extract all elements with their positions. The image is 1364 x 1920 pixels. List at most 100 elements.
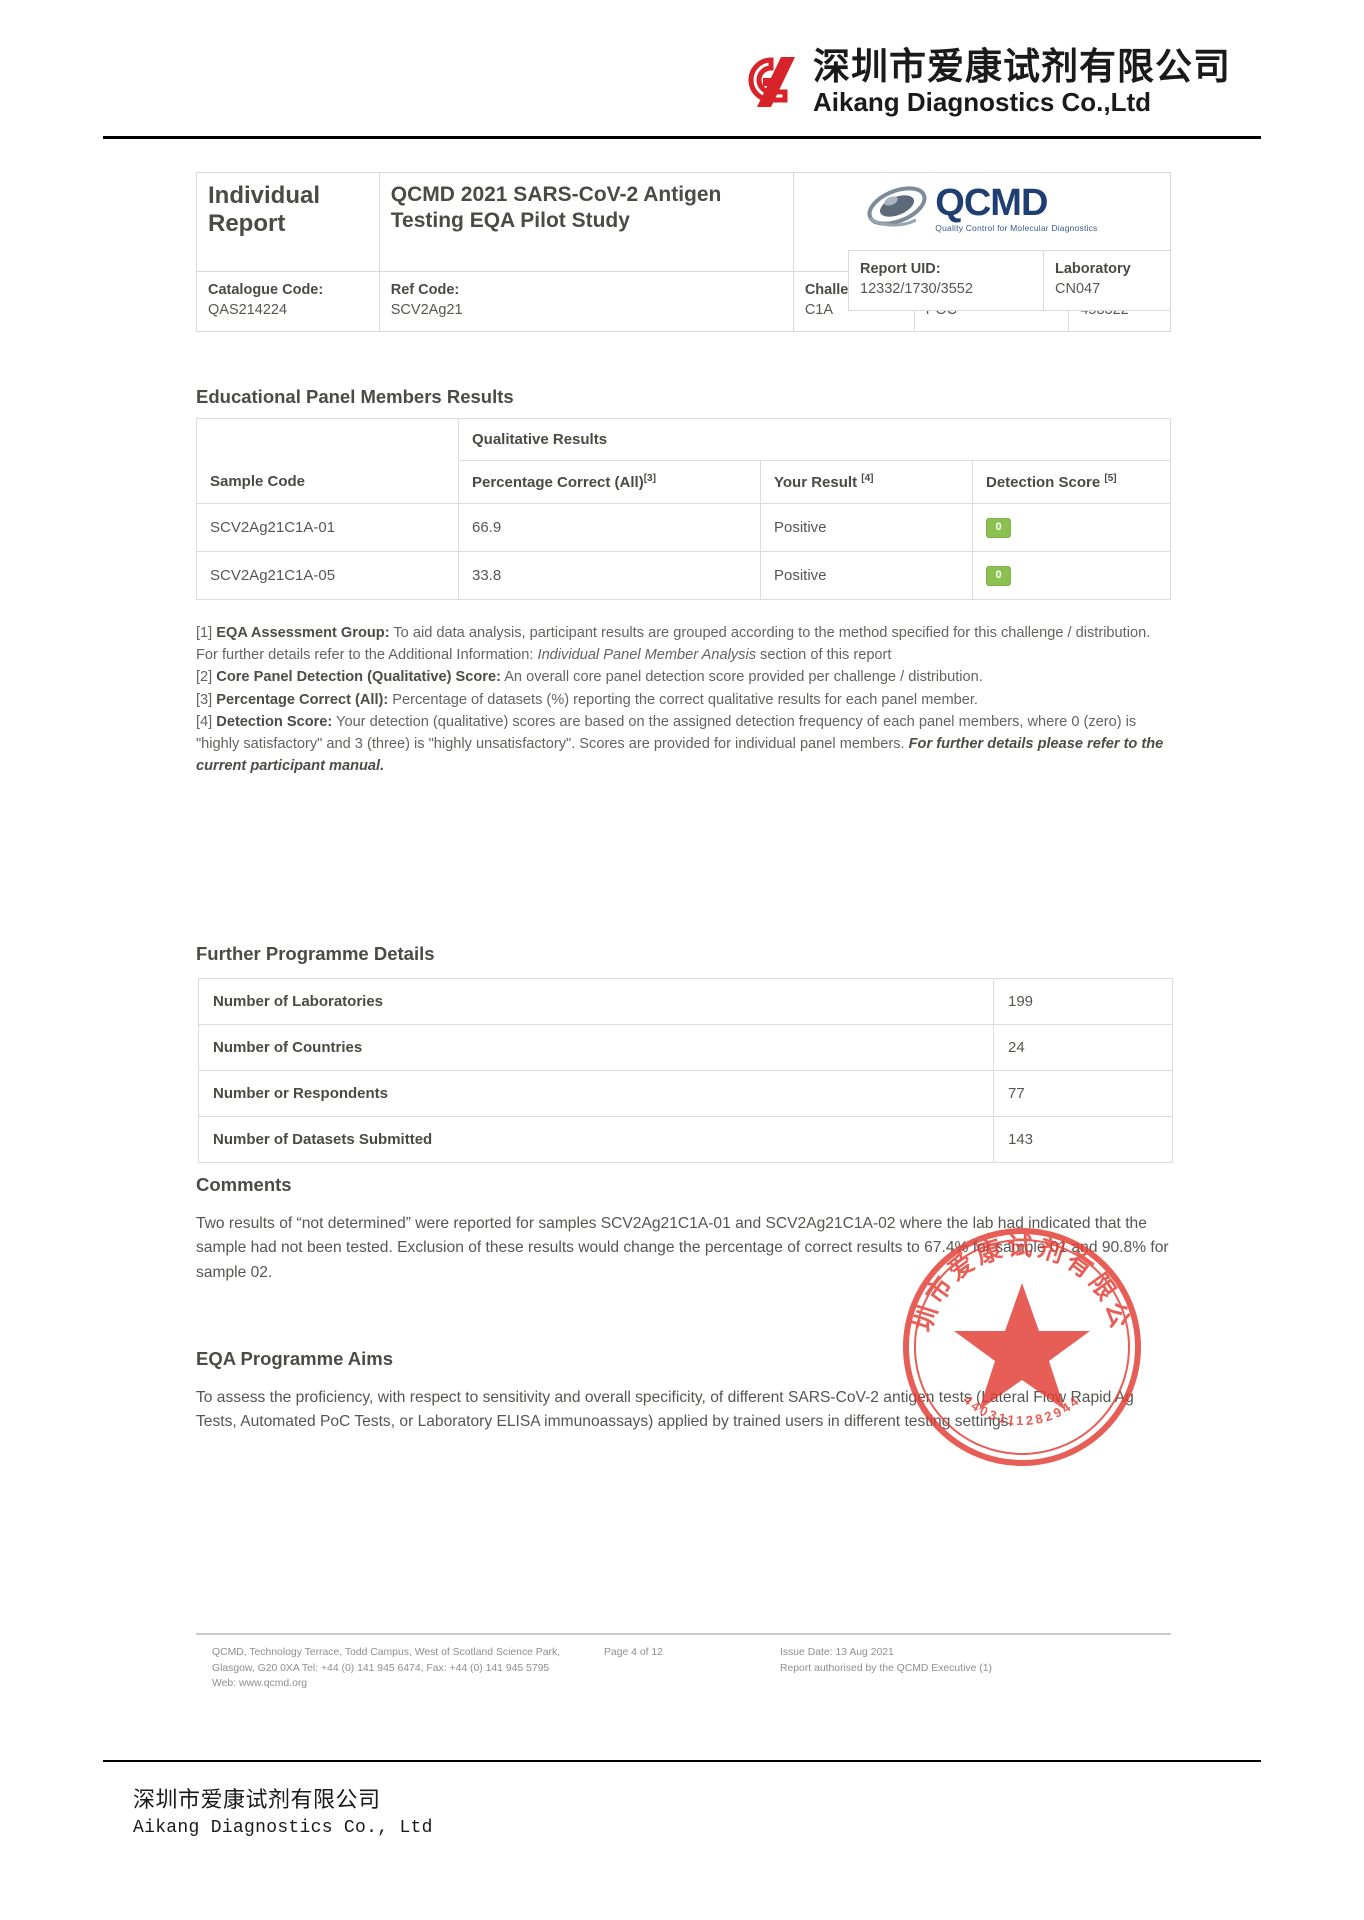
comments-heading: Comments xyxy=(196,1174,292,1195)
report-authorisation: Report authorised by the QCMD Executive … xyxy=(780,1662,992,1674)
report-header-table-overflow: Report UID: 12332/1730/3552 Laboratory C… xyxy=(848,249,1171,312)
footnote-title: Percentage Correct (All): xyxy=(216,691,389,708)
footer-divider xyxy=(103,1760,1261,1762)
meta-label: Catalogue Code: xyxy=(208,282,324,298)
footer-company-name-en: Aikang Diagnostics Co., Ltd xyxy=(133,1818,433,1838)
issue-date: Issue Date: 13 Aug 2021 xyxy=(780,1647,894,1658)
meta-cell-laboratory: Laboratory CN047 xyxy=(1043,249,1171,312)
table-row: Number of Laboratories 199 xyxy=(198,978,1173,1025)
cell-detail-value: 24 xyxy=(993,1024,1173,1071)
footnote-text: An overall core panel detection score pr… xyxy=(500,669,983,686)
footnote-text: To aid data analysis, participant result… xyxy=(196,625,1151,664)
column-header-your-result: Your Result [4] xyxy=(760,460,973,504)
programme-aims-body: To assess the proficiency, with respect … xyxy=(196,1389,1134,1431)
report-type-cell: Individual Report xyxy=(196,172,380,272)
panel-results-table: Qualitative Results Sample Code Percenta… xyxy=(196,418,1171,600)
footnote-title: Core Panel Detection (Qualitative) Score… xyxy=(216,669,501,686)
qcmd-tagline: Quality Control for Molecular Diagnostic… xyxy=(935,223,1098,234)
programme-details-heading: Further Programme Details xyxy=(196,943,435,964)
cell-detection-score: 0 xyxy=(972,551,1171,600)
empty-corner-cell xyxy=(196,418,459,461)
meta-label: Report UID: xyxy=(860,261,941,277)
footnote-4: [4] Detection Score: Your detection (qua… xyxy=(196,711,1174,778)
cell-sample-code: SCV2Ag21C1A-01 xyxy=(196,503,459,552)
study-title: QCMD 2021 SARS-CoV-2 Antigen Testing EQA… xyxy=(390,183,722,233)
cell-sample-code: SCV2Ag21C1A-05 xyxy=(196,551,459,600)
panel-results-heading: Educational Panel Members Results xyxy=(196,386,514,407)
table-row: SCV2Ag21C1A-05 33.8 Positive 0 xyxy=(196,551,1171,600)
qcmd-address: QCMD, Technology Terrace, Todd Campus, W… xyxy=(212,1647,561,1690)
footnote-marker: [4] xyxy=(861,473,874,484)
table-group-header-row: Qualitative Results xyxy=(196,418,1171,461)
cell-percentage-correct: 66.9 xyxy=(458,503,761,552)
footnote-text-end: section of this report xyxy=(756,647,892,664)
cell-detail-value: 77 xyxy=(993,1070,1173,1117)
cell-detail-value: 199 xyxy=(993,978,1173,1025)
qcmd-swoosh-icon xyxy=(866,182,928,235)
meta-value: SCV2Ag21 xyxy=(390,301,463,318)
cell-detail-label: Number of Datasets Submitted xyxy=(198,1116,994,1163)
cell-detail-label: Number of Countries xyxy=(198,1024,994,1071)
meta-value: C1A xyxy=(804,301,834,318)
footnote-1: [1] EQA Assessment Group: To aid data an… xyxy=(196,622,1174,666)
document-footer-divider xyxy=(196,1633,1171,1635)
page-number: Page 4 of 12 xyxy=(604,1647,663,1658)
column-header-label: Detection Score xyxy=(986,474,1101,491)
footnote-marker: [2] xyxy=(196,669,213,686)
table-row: Number of Datasets Submitted 143 xyxy=(198,1116,1173,1163)
header-divider xyxy=(103,136,1261,139)
meta-value: CN047 xyxy=(1055,280,1101,297)
programme-details-table: Number of Laboratories 199 Number of Cou… xyxy=(198,978,1173,1163)
cell-detail-label: Number or Respondents xyxy=(198,1070,994,1117)
footnote-2: [2] Core Panel Detection (Qualitative) S… xyxy=(196,666,1174,688)
footnote-marker: [3] xyxy=(643,473,656,484)
report-type-label: Individual Report xyxy=(208,182,321,238)
company-letterhead: 深圳市爱康试剂有限公司 Aikang Diagnostics Co.,Ltd xyxy=(0,0,1364,140)
cell-your-result: Positive xyxy=(760,503,973,552)
cell-detection-score: 0 xyxy=(972,503,1171,552)
footnote-text: Your detection (qualitative) scores are … xyxy=(196,713,1137,752)
company-name-cn: 深圳市爱康试剂有限公司 xyxy=(813,46,1231,87)
cell-detail-label: Number of Laboratories xyxy=(198,978,994,1025)
footnote-marker: [1] xyxy=(196,625,213,641)
column-header-detection-score: Detection Score [5] xyxy=(972,460,1171,504)
company-name-en: Aikang Diagnostics Co.,Ltd xyxy=(813,87,1152,118)
cell-percentage-correct: 33.8 xyxy=(458,551,761,600)
meta-label: Laboratory xyxy=(1055,261,1131,277)
footnote-marker: [4] xyxy=(196,713,213,730)
comments-body: Two results of “not determined” were rep… xyxy=(196,1215,1169,1281)
table-row: SCV2Ag21C1A-01 66.9 Positive 0 xyxy=(196,503,1171,552)
footnote-text: Percentage of datasets (%) reporting the… xyxy=(388,691,978,708)
table-row: Number of Countries 24 xyxy=(198,1024,1173,1071)
footer-company-name-cn: 深圳市爱康试剂有限公司 xyxy=(133,1787,381,1812)
footnote-3: [3] Percentage Correct (All): Percentage… xyxy=(196,689,1174,711)
meta-label: Ref Code: xyxy=(390,282,460,298)
meta-cell-catalogue: Catalogue Code: QAS214224 xyxy=(196,270,380,333)
footnote-marker: [3] xyxy=(196,691,213,708)
programme-aims-heading: EQA Programme Aims xyxy=(196,1348,394,1369)
column-header-sample-code: Sample Code xyxy=(196,460,459,504)
footnote-marker: [5] xyxy=(1104,473,1117,484)
aikang-logo-icon xyxy=(741,53,799,111)
footnote-title: EQA Assessment Group: xyxy=(216,625,390,641)
footnote-italic-ref: Individual Panel Member Analysis xyxy=(537,647,756,664)
study-title-cell: QCMD 2021 SARS-CoV-2 Antigen Testing EQA… xyxy=(378,172,794,272)
meta-value: QAS214224 xyxy=(208,301,288,318)
table-column-header-row: Sample Code Percentage Correct (All)[3] … xyxy=(196,460,1171,504)
column-header-label: Your Result xyxy=(774,474,858,491)
meta-cell-uid: Report UID: 12332/1730/3552 xyxy=(848,249,1044,312)
table-row: Number or Respondents 77 xyxy=(198,1070,1173,1117)
qualitative-results-group-header: Qualitative Results xyxy=(458,418,1171,461)
meta-value: 12332/1730/3552 xyxy=(860,280,973,297)
footnote-title: Detection Score: xyxy=(216,713,333,730)
column-header-label: Percentage Correct (All) xyxy=(472,474,644,491)
meta-cell-refcode: Ref Code: SCV2Ag21 xyxy=(378,270,794,333)
cell-your-result: Positive xyxy=(760,551,973,600)
issue-info: Issue Date: 13 Aug 2021 Report authorise… xyxy=(780,1645,1080,1676)
footnotes-block: [1] EQA Assessment Group: To aid data an… xyxy=(196,622,1174,777)
status-badge: 0 xyxy=(986,518,1011,538)
status-badge: 0 xyxy=(986,566,1011,586)
column-header-percentage-correct: Percentage Correct (All)[3] xyxy=(458,460,761,504)
scanned-report: Individual Report QCMD 2021 SARS-CoV-2 A… xyxy=(0,150,1364,1700)
